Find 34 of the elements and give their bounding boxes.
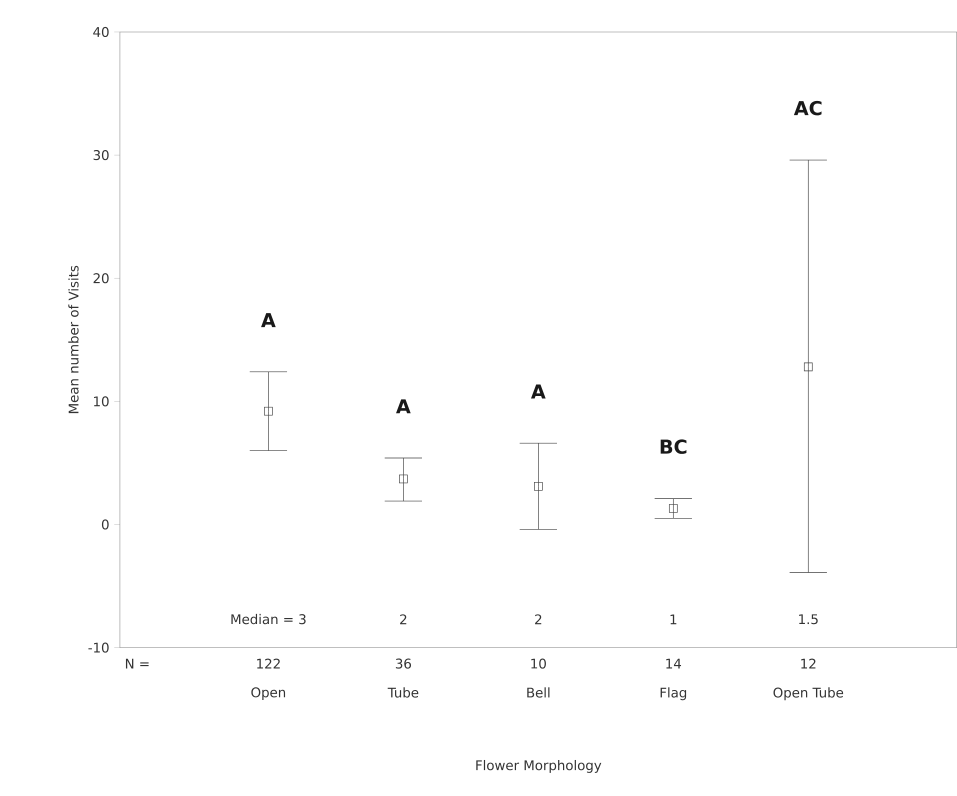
point — [534, 482, 543, 491]
point — [668, 504, 678, 514]
y-tick-label: 0 — [102, 520, 109, 530]
text: 122 — [257, 658, 280, 669]
point — [399, 474, 408, 484]
annotation: AC — [794, 101, 822, 116]
y-tick-label: 30 — [94, 150, 109, 160]
annotation: BC — [660, 440, 686, 454]
text: 10 — [531, 658, 546, 669]
x-tick-label: Flag — [660, 688, 686, 700]
point — [804, 362, 813, 372]
annotation: 2 — [535, 614, 542, 624]
annotation: A — [396, 400, 411, 414]
y-tick-label: -10 — [88, 642, 109, 653]
annotation: 1 — [670, 614, 676, 624]
text: N = — [126, 658, 149, 669]
x-tick-label: Tube — [388, 688, 418, 698]
text: 36 — [396, 658, 412, 669]
x-tick-label: Bell — [527, 688, 550, 698]
point — [264, 407, 273, 416]
annotation: 2 — [400, 614, 406, 624]
annotation: A — [261, 313, 276, 328]
text: 12 — [801, 658, 816, 669]
annotation: A — [530, 384, 546, 399]
x-axis-title: Flower Morphology — [476, 760, 602, 774]
x-tick-label: Open Tube — [774, 688, 844, 700]
annotation: Median = 3 — [231, 614, 306, 624]
y-tick-label: 20 — [94, 273, 109, 284]
annotation: 1.5 — [799, 614, 818, 624]
y-tick-label: 40 — [93, 27, 109, 38]
y-tick-label: 10 — [94, 396, 109, 407]
y-axis-title: Mean number of Visits — [68, 266, 79, 414]
x-tick-label: Open — [251, 688, 286, 700]
text: 14 — [666, 658, 682, 669]
